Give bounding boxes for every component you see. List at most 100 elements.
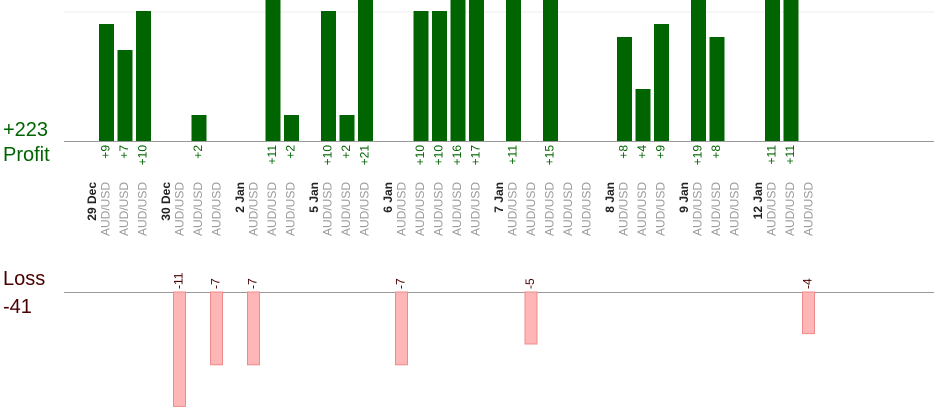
loss-bar bbox=[173, 291, 186, 407]
profit-bar bbox=[783, 0, 799, 141]
loss-value-label: -5 bbox=[523, 278, 537, 289]
pair-label: AUD/USD bbox=[339, 182, 353, 236]
profit-value-label: +8 bbox=[709, 145, 723, 159]
loss-value-label: -7 bbox=[394, 278, 408, 289]
loss-value-label: -4 bbox=[801, 278, 815, 289]
profit-bar bbox=[117, 50, 133, 141]
profit-bar bbox=[469, 0, 484, 141]
profit-value-label: +11 bbox=[506, 145, 520, 165]
date-label: 30 Dec bbox=[159, 182, 173, 221]
loss-bar bbox=[210, 291, 223, 366]
pair-label: AUD/USD bbox=[506, 182, 520, 236]
profit-bar bbox=[321, 11, 336, 141]
profit-bar bbox=[284, 115, 299, 141]
profit-bar bbox=[709, 37, 725, 141]
pair-label: AUD/USD bbox=[284, 182, 298, 236]
pair-label: AUD/USD bbox=[524, 182, 538, 236]
profit-bar bbox=[506, 0, 521, 141]
loss-bar bbox=[802, 291, 815, 335]
pair-label: AUD/USD bbox=[580, 182, 594, 236]
pair-label: AUD/USD bbox=[358, 182, 372, 236]
pair-label: AUD/USD bbox=[635, 182, 649, 236]
profit-value-label: +11 bbox=[783, 145, 797, 165]
profit-value-label: +21 bbox=[358, 145, 372, 166]
profit-bar bbox=[635, 89, 651, 141]
profit-bar bbox=[543, 0, 558, 141]
pair-label: AUD/USD bbox=[765, 182, 779, 236]
date-label: 7 Jan bbox=[492, 182, 506, 213]
profit-bar bbox=[136, 11, 151, 141]
profit-value-label: +17 bbox=[469, 145, 483, 166]
profit-value-label: +15 bbox=[543, 145, 557, 166]
profit-value-label: +2 bbox=[191, 145, 205, 159]
pair-label: AUD/USD bbox=[691, 182, 705, 236]
pair-label: AUD/USD bbox=[450, 182, 464, 236]
profit-bar bbox=[691, 0, 706, 141]
profit-value-label: +10 bbox=[321, 145, 335, 166]
loss-bar bbox=[524, 291, 538, 345]
loss-value-label: -11 bbox=[172, 272, 186, 289]
loss-bar bbox=[395, 291, 408, 366]
date-label: 8 Jan bbox=[603, 182, 617, 213]
profit-bar bbox=[654, 24, 669, 141]
profit-value-label: +16 bbox=[450, 145, 464, 166]
pair-label: AUD/USD bbox=[709, 182, 723, 236]
date-label: 6 Jan bbox=[381, 182, 395, 213]
pair-label: AUD/USD bbox=[136, 182, 150, 236]
date-label: 5 Jan bbox=[307, 182, 321, 213]
profit-value-label: +10 bbox=[136, 145, 150, 166]
date-label: 9 Jan bbox=[677, 182, 691, 213]
profit-bar bbox=[265, 0, 281, 141]
date-label: 29 Dec bbox=[85, 182, 99, 221]
profit-value-label: +2 bbox=[284, 145, 298, 159]
pair-label: AUD/USD bbox=[654, 182, 668, 236]
pair-label: AUD/USD bbox=[469, 182, 483, 236]
profit-bar bbox=[765, 0, 780, 141]
profit-value-label: +10 bbox=[432, 145, 446, 166]
profit-bar bbox=[617, 37, 632, 141]
pair-label: AUD/USD bbox=[728, 182, 742, 236]
pair-label: AUD/USD bbox=[802, 182, 816, 236]
pair-label: AUD/USD bbox=[432, 182, 446, 236]
loss-bar bbox=[247, 291, 260, 366]
profit-value-label: +11 bbox=[265, 145, 279, 165]
loss-value-label: -7 bbox=[209, 278, 223, 289]
profit-bar bbox=[413, 11, 429, 141]
pair-label: AUD/USD bbox=[413, 182, 427, 236]
pair-label: AUD/USD bbox=[191, 182, 205, 236]
profit-bar bbox=[358, 0, 373, 141]
pair-label: AUD/USD bbox=[617, 182, 631, 236]
profit-value-label: +11 bbox=[765, 145, 779, 165]
pair-label: AUD/USD bbox=[117, 182, 131, 236]
pair-label: AUD/USD bbox=[99, 182, 113, 236]
date-label: 12 Jan bbox=[751, 182, 765, 219]
pair-label: AUD/USD bbox=[783, 182, 797, 236]
pair-label: AUD/USD bbox=[543, 182, 557, 236]
profit-value-label: +9 bbox=[654, 145, 668, 159]
profit-bar bbox=[339, 115, 355, 141]
profit-bar bbox=[191, 115, 207, 141]
profit-value-label: +7 bbox=[117, 145, 131, 159]
pair-label: AUD/USD bbox=[561, 182, 575, 236]
pair-label: AUD/USD bbox=[395, 182, 409, 236]
profit-value-label: +4 bbox=[635, 145, 649, 159]
profit-bar bbox=[450, 0, 466, 141]
loss-label: Loss bbox=[3, 268, 46, 290]
profit-value-label: +10 bbox=[413, 145, 427, 166]
profit-bar bbox=[432, 11, 447, 141]
profit-value-label: +9 bbox=[99, 145, 113, 159]
profit-bar bbox=[99, 24, 114, 141]
profit-value-label: +8 bbox=[617, 145, 631, 159]
pair-label: AUD/USD bbox=[265, 182, 279, 236]
date-label: 2 Jan bbox=[233, 182, 247, 213]
pair-label: AUD/USD bbox=[247, 182, 261, 236]
loss-total: -41 bbox=[3, 296, 32, 318]
profit-value-label: +2 bbox=[339, 145, 353, 159]
profit-value-label: +19 bbox=[691, 145, 705, 166]
loss-value-label: -7 bbox=[246, 278, 260, 289]
pair-label: AUD/USD bbox=[321, 182, 335, 236]
profit-total: +223 bbox=[3, 119, 49, 141]
pair-label: AUD/USD bbox=[210, 182, 224, 236]
profit-label: Profit bbox=[3, 144, 50, 166]
